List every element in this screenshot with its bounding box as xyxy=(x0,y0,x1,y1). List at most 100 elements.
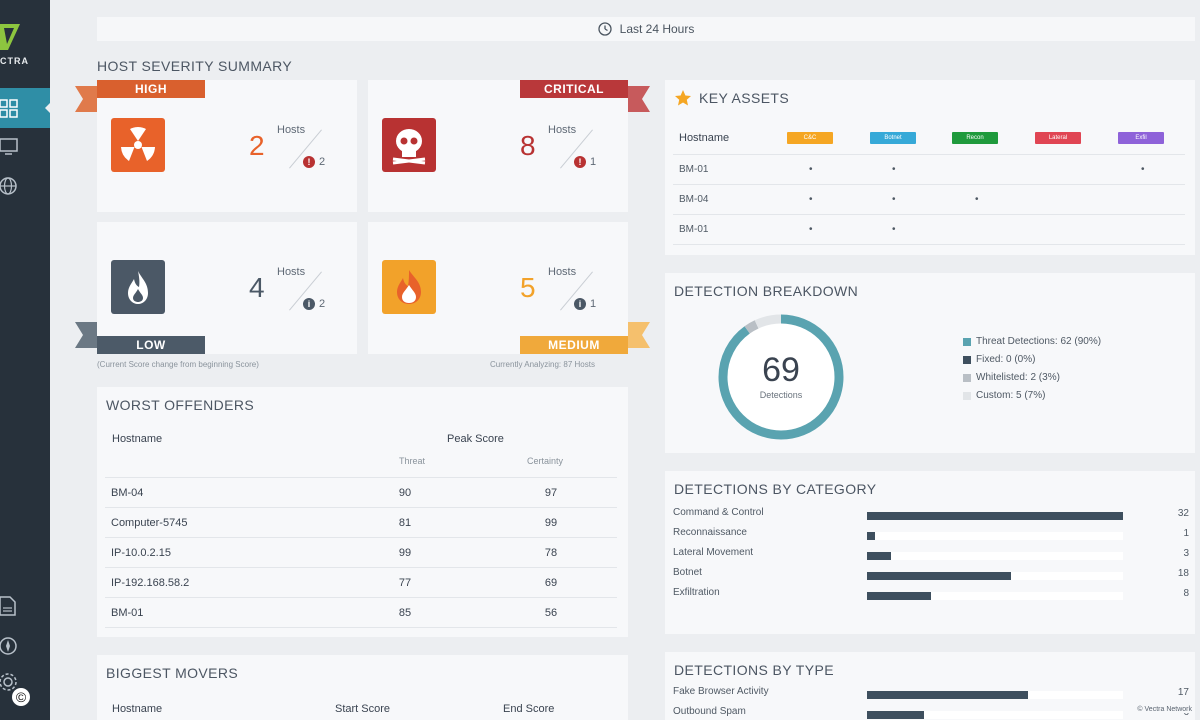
bar-fill xyxy=(867,572,1011,580)
category-mark: • xyxy=(787,154,870,185)
bar-row: Command & Control 32 xyxy=(673,507,1189,523)
legend-swatch xyxy=(963,355,971,364)
bar-fill xyxy=(867,711,924,719)
detection-breakdown-title: DETECTION BREAKDOWN xyxy=(674,283,859,299)
hostname-link[interactable]: BM-04 xyxy=(105,477,325,508)
bar-row: Exfiltration 8 xyxy=(673,587,1189,603)
detections-by-type-title: DETECTIONS BY TYPE xyxy=(674,662,834,678)
threat-score: 85 xyxy=(325,597,485,628)
hostname-link[interactable]: BM-01 xyxy=(105,597,325,628)
nav-network[interactable] xyxy=(0,166,50,206)
time-range-selector[interactable]: Last 24 Hours xyxy=(97,17,1195,41)
ribbon-tail xyxy=(75,86,97,112)
category-mark: • xyxy=(870,214,953,245)
category-mark xyxy=(1036,184,1119,215)
legend-label: Custom: 5 (7%) xyxy=(976,390,1046,401)
category-mark xyxy=(1036,214,1119,245)
worst-offenders-table: BM-04 90 97 Computer-5745 81 99 IP-10.0.2.15 99… xyxy=(105,477,617,628)
table-row[interactable]: BM-04 90 97 xyxy=(105,477,617,508)
table-row[interactable]: IP-10.0.2.15 99 78 xyxy=(105,537,617,568)
biggest-movers-panel: BIGGEST MOVERS Hostname Start Score End … xyxy=(97,655,628,720)
severity-card-medium[interactable]: 5 Hosts i 1 xyxy=(368,222,628,354)
category-mark: • xyxy=(787,214,870,245)
nav-dashboard[interactable] xyxy=(0,88,51,128)
category-mark: • xyxy=(870,184,953,215)
legend-item: Whitelisted: 2 (3%) xyxy=(963,372,1060,383)
bar-track xyxy=(867,592,1123,600)
hostname-link[interactable]: Computer-5745 xyxy=(105,507,325,538)
certainty-score: 97 xyxy=(485,477,617,508)
score-change-note: (Current Score change from beginning Sco… xyxy=(97,360,259,369)
table-row[interactable]: BM-01 • • xyxy=(673,214,1185,245)
nav-reports[interactable] xyxy=(0,586,50,626)
detection-donut-chart: 69 Detections xyxy=(718,314,844,440)
category-chip: Botnet xyxy=(870,132,916,144)
alert-icon: ! xyxy=(574,156,586,168)
info-icon: i xyxy=(574,298,586,310)
host-severity-title: HOST SEVERITY SUMMARY xyxy=(97,58,293,74)
category-mark xyxy=(953,154,1036,185)
table-row[interactable]: BM-01 85 56 xyxy=(105,597,617,628)
severity-card-high[interactable]: 2 Hosts ! 2 xyxy=(97,80,357,212)
bar-value: 32 xyxy=(1177,508,1189,519)
nav-hosts[interactable] xyxy=(0,126,50,166)
key-assets-panel: KEY ASSETS Hostname C&C Botnet Recon Latera… xyxy=(665,80,1195,255)
bar-value: 17 xyxy=(1177,687,1189,698)
table-row[interactable]: Computer-5745 81 99 xyxy=(105,507,617,538)
ribbon-high: HIGH xyxy=(97,80,205,98)
severity-card-critical[interactable]: 8 Hosts ! 1 xyxy=(368,80,628,212)
column-header-hostname: Hostname xyxy=(112,433,163,445)
certainty-score: 69 xyxy=(485,567,617,598)
bar-fill xyxy=(867,512,1123,520)
threat-score: 77 xyxy=(325,567,485,598)
bar-value: 8 xyxy=(1183,588,1189,599)
bar-row: Fake Browser Activity 17 xyxy=(673,686,1189,702)
ribbon-medium: MEDIUM xyxy=(520,336,628,354)
globe-icon xyxy=(0,177,17,195)
table-row[interactable]: BM-01 • • • xyxy=(673,154,1185,185)
table-row[interactable]: BM-04 • • • xyxy=(673,184,1185,215)
report-icon xyxy=(0,596,16,616)
detection-total-label: Detections xyxy=(760,390,803,400)
certainty-score: 78 xyxy=(485,537,617,568)
column-header-end-score: End Score xyxy=(503,703,555,715)
column-header-hostname: Hostname xyxy=(679,132,730,144)
worst-offenders-panel: WORST OFFENDERS Hostname Peak Score Thre… xyxy=(97,387,628,637)
hosts-label: Hosts xyxy=(277,124,306,136)
logo-text: CTRA xyxy=(0,56,29,66)
category-mark xyxy=(1119,184,1185,215)
column-header-certainty: Certainty xyxy=(527,456,564,466)
bar-row: Outbound Spam6 xyxy=(673,706,1189,720)
bar-label: Lateral Movement xyxy=(673,547,754,558)
radiation-icon xyxy=(111,118,165,172)
category-chip: Exfil xyxy=(1118,132,1164,144)
worst-offenders-title: WORST OFFENDERS xyxy=(106,397,255,413)
bar-label: Exfiltration xyxy=(673,587,720,598)
detections-by-type-panel: DETECTIONS BY TYPE Fake Browser Activity… xyxy=(665,652,1195,720)
hostname: BM-04 xyxy=(673,184,787,215)
analyzing-note: Currently Analyzing: 87 Hosts xyxy=(490,360,595,369)
legend-swatch xyxy=(963,373,971,382)
biggest-movers-title: BIGGEST MOVERS xyxy=(106,665,239,681)
certainty-score: 99 xyxy=(485,507,617,538)
table-row[interactable]: IP-192.168.58.2 77 69 xyxy=(105,567,617,598)
nav-explore[interactable] xyxy=(0,626,50,666)
score-delta: i 1 xyxy=(574,298,596,310)
bar-label: Botnet xyxy=(673,567,702,578)
bar-label: Outbound Spam xyxy=(673,706,746,717)
detections-by-category-title: DETECTIONS BY CATEGORY xyxy=(674,481,877,497)
hostname: BM-01 xyxy=(673,154,787,185)
legend-item: Fixed: 0 (0%) xyxy=(963,354,1035,365)
ribbon-tail xyxy=(628,86,650,112)
nav-settings[interactable] xyxy=(0,662,50,702)
column-header-threat: Threat xyxy=(399,456,426,466)
logo-icon xyxy=(0,24,20,50)
hostname-link[interactable]: IP-10.0.2.15 xyxy=(105,537,325,568)
bar-label: Command & Control xyxy=(673,507,764,518)
detection-total: 69 xyxy=(762,351,800,389)
hostname-link[interactable]: IP-192.168.58.2 xyxy=(105,567,325,598)
bar-value: 3 xyxy=(1183,548,1189,559)
monitor-icon xyxy=(0,138,18,155)
severity-card-low[interactable]: 4 Hosts i 2 xyxy=(97,222,357,354)
category-mark: • xyxy=(870,154,953,185)
